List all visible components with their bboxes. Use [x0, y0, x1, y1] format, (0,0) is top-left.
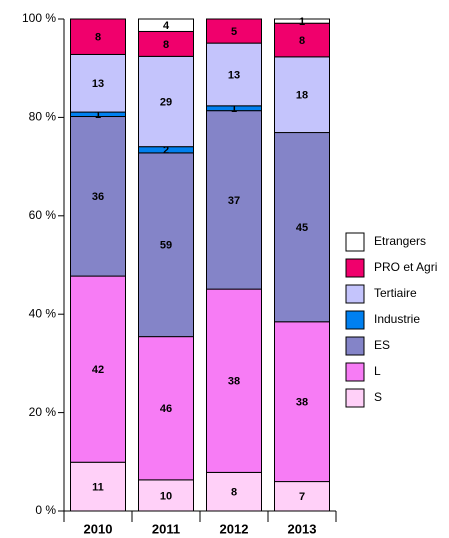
- legend-swatch: [345, 336, 365, 356]
- legend-label: Tertiaire: [374, 286, 417, 300]
- x-tick-label: 2011: [152, 521, 180, 536]
- data-label: 1: [231, 103, 237, 115]
- bar-segment: [138, 479, 194, 512]
- bar-segment: [206, 42, 262, 107]
- bar-segment: [274, 132, 330, 323]
- bar-segment: [138, 55, 194, 148]
- bar-segment: [138, 18, 194, 32]
- data-label: 1: [95, 109, 101, 121]
- legend-swatch: [345, 232, 365, 252]
- data-label: 13: [92, 78, 104, 90]
- y-tick-label: 80 %: [29, 110, 57, 124]
- data-label: 45: [296, 222, 308, 234]
- bar-segment: [206, 18, 262, 44]
- data-label: 8: [163, 39, 169, 51]
- bar-segment: [206, 110, 262, 290]
- data-label: 11: [92, 482, 104, 494]
- data-label: 36: [92, 191, 104, 203]
- bar-segment: [70, 18, 126, 55]
- data-label: 18: [296, 90, 308, 102]
- legend-label: Etrangers: [374, 234, 426, 248]
- data-label: 2: [163, 145, 169, 157]
- legend-swatch: [345, 284, 365, 304]
- data-label: 10: [160, 490, 172, 502]
- data-label: 13: [228, 69, 240, 81]
- data-label: 7: [299, 491, 305, 503]
- x-tick-label: 2012: [220, 521, 249, 536]
- data-label: 8: [299, 35, 305, 47]
- legend-label: Industrie: [374, 312, 420, 326]
- bar-segment: [274, 56, 330, 134]
- data-label: 46: [160, 403, 172, 415]
- legend-label: ES: [374, 338, 390, 352]
- bar-segment: [138, 30, 194, 57]
- y-tick-label: 60 %: [29, 208, 57, 222]
- bar-segment: [274, 481, 330, 512]
- legend-swatch: [345, 258, 365, 278]
- data-label: 1: [299, 16, 305, 28]
- x-tick-label: 2010: [84, 521, 113, 536]
- bar-segment: [70, 275, 126, 463]
- bar-segment: [70, 116, 126, 277]
- bar-segment: [206, 288, 262, 473]
- y-tick-label: 20 %: [29, 405, 57, 419]
- legend-label: S: [374, 390, 382, 404]
- legend-swatch: [345, 310, 365, 330]
- bar-segment: [70, 461, 126, 512]
- legend-swatch: [345, 388, 365, 408]
- data-label: 8: [231, 487, 237, 499]
- bar-segment: [274, 18, 330, 24]
- y-tick-label: 0 %: [35, 503, 56, 517]
- data-label: 5: [231, 26, 237, 38]
- data-label: 42: [92, 364, 104, 376]
- y-tick-label: 100 %: [22, 11, 56, 25]
- legend-label: L: [374, 364, 381, 378]
- bar-segment: [274, 321, 330, 483]
- data-label: 8: [95, 32, 101, 44]
- data-label: 4: [163, 20, 170, 32]
- bar-segment: [274, 22, 330, 58]
- data-label: 29: [160, 96, 172, 108]
- legend-swatch: [345, 362, 365, 382]
- data-label: 59: [160, 240, 172, 252]
- data-label: 38: [296, 397, 308, 409]
- bar-segment: [138, 152, 194, 338]
- data-label: 37: [228, 195, 240, 207]
- y-tick-label: 40 %: [29, 306, 57, 320]
- data-label: 38: [228, 376, 240, 388]
- bar-segment: [70, 53, 126, 113]
- x-tick-label: 2013: [288, 521, 317, 536]
- legend-label: PRO et Agri: [374, 260, 437, 274]
- bar-segment: [206, 471, 262, 512]
